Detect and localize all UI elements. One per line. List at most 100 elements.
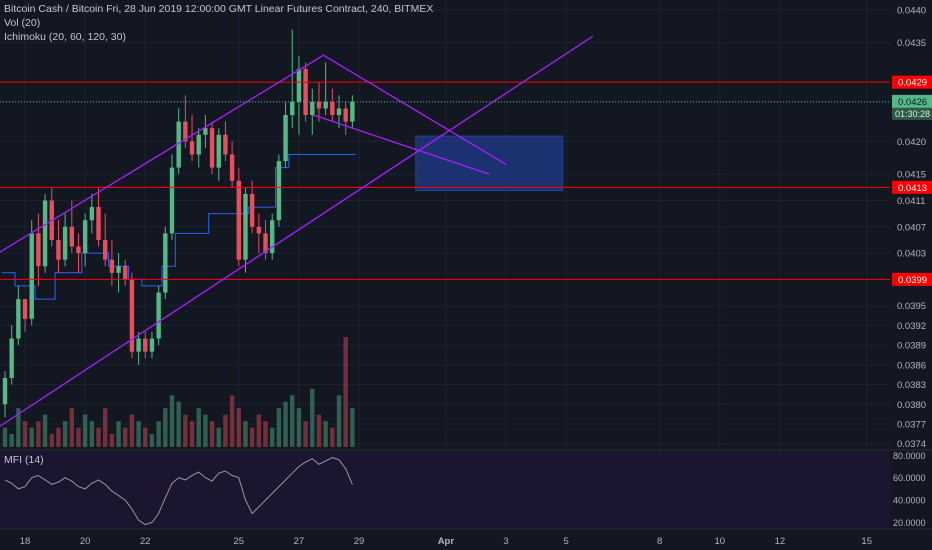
candle [82,213,88,267]
mfi-indicator-label[interactable]: MFI (14) [4,454,44,466]
candle [109,239,115,286]
candle [350,95,355,129]
candle-body [163,233,168,293]
volume-bar [196,408,201,447]
price-tick-label: 0.0389 [897,341,926,352]
candle-body [149,338,155,352]
candle-body [123,266,128,280]
price-tick-label: 0.0420 [897,137,926,148]
volume-indicator-label[interactable]: Vol (20) [4,17,41,29]
volume-bar [69,408,74,447]
candle-body [116,266,121,273]
candle [103,213,108,267]
candle [56,220,61,273]
candle-body [303,69,308,116]
countdown-label: 01:30:28 [895,109,930,119]
candle-body [256,226,262,234]
volume-bar [36,421,41,447]
candle [290,29,295,129]
candle-body [136,338,141,352]
volume-bar [22,421,28,447]
channel-upper [0,55,323,253]
level-tag [892,272,932,286]
candle [169,154,175,240]
volume-bar [103,408,108,447]
time-tick-label: 25 [234,536,245,547]
symbol-title[interactable]: Bitcoin Cash / Bitcoin Fri, 28 Jun 2019 … [4,3,434,15]
candle [149,331,155,359]
price-axis[interactable]: 0.0440 0.0435 0.0420 0.0415 0.0411 0.0407 0.04… [892,5,932,450]
candle [76,233,81,273]
volume-bar [149,434,155,447]
mfi-tick-label: 40.0000 [893,496,926,506]
volume-bar [62,421,68,447]
volume-bar [330,427,335,447]
candle [283,101,288,168]
volume-bar [249,427,255,447]
candle-body [36,233,41,267]
volume-bar [216,427,221,447]
volume-bar [283,401,288,447]
candle [343,101,348,135]
candle-body [82,220,88,254]
wedge-upper [321,53,507,165]
volume-bar [189,421,195,447]
candle [243,187,248,273]
candle [296,55,302,135]
candle-body [143,338,148,352]
price-tick-label: 0.0411 [897,196,925,207]
candle [163,226,168,300]
candle-body [96,207,101,240]
candle-body [56,239,61,260]
candle-body [203,128,208,135]
candle-body [290,101,295,116]
candle [336,95,342,129]
candle [9,325,14,385]
ichimoku-indicator-label[interactable]: Ichimoku (20, 60, 120, 30) [4,31,126,43]
candle [223,121,228,162]
volume-bar [129,414,135,447]
candle [229,141,235,188]
volume-bar [323,421,328,447]
candle-body [270,220,275,254]
time-tick-label: 27 [294,536,305,547]
volume-bar [96,427,101,447]
time-axis[interactable]: 18 20 22 25 27 29 Apr 3 5 8 10 12 15 [0,528,932,547]
volume-bar [29,427,34,447]
candle [22,299,28,332]
volume-bar [136,421,141,447]
time-tick-label: 29 [354,536,365,547]
price-tick-label: 0.0395 [897,301,926,312]
volume-bar [2,427,8,447]
volume-bar [116,421,121,447]
candle [203,115,208,148]
candle-body [103,239,108,260]
volume-bar [276,408,282,447]
countdown-tag [892,107,932,120]
volume-bar [350,408,355,447]
mfi-pane [0,452,890,528]
candle-body [129,279,135,352]
candle [176,108,181,175]
mfi-axis: 80.0000 60.0000 40.0000 20.0000 [893,451,926,528]
volume-bar [123,427,128,447]
candle [69,200,74,254]
candle-body [16,299,21,339]
price-tick-label: 0.0383 [897,380,926,391]
horizontal-levels[interactable]: 0.0429 0.0413 0.0399 [0,75,932,286]
volume-bar [82,414,88,447]
candle [96,187,101,247]
candle-body [323,101,328,109]
volume-bar [223,414,228,447]
candle-body [9,338,14,378]
volume-bars [2,337,355,447]
volume-bar [236,408,241,447]
candle-body [310,101,315,116]
candle-body [316,101,322,109]
candle [196,128,201,168]
trendlines[interactable] [0,35,890,428]
time-tick-label: 10 [714,536,725,547]
candle [216,128,221,181]
candle [2,371,8,418]
